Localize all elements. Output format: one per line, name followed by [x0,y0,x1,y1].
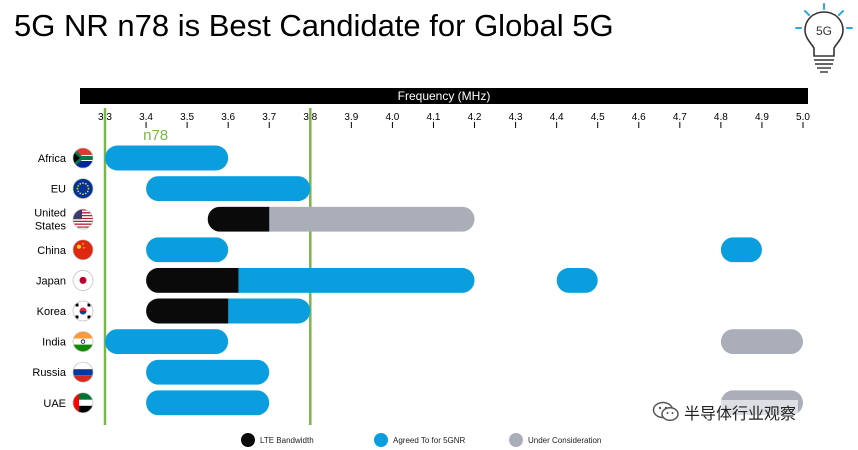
region-label: Russia [32,367,67,379]
tick-label: 3.9 [344,112,358,123]
range-bar [146,298,311,324]
region-label: Africa [38,153,67,165]
range-bar [720,237,762,263]
legend-label: Under Consideration [528,436,601,445]
bar-segment-agreed [146,176,311,202]
korea-flag-icon [72,300,94,322]
tick-label: 4.5 [591,112,605,123]
south-africa-flag-icon [72,147,94,169]
bar-segment-agreed [228,298,311,324]
tick-label: 4.7 [673,112,687,123]
watermark-text: 半导体行业观察 [684,404,797,423]
tick-label: 4.0 [385,112,399,123]
us-flag-icon [72,208,94,230]
region-label: Korea [37,306,67,318]
bar-segment-agreed [146,359,270,385]
region-label: Japan [36,275,66,287]
tick-label: 3.7 [262,112,276,123]
logo-text: 5G [816,24,832,38]
region-label: States [35,221,67,233]
lightbulb-5g-logo: 5G [795,3,853,73]
bar-segment-consideration [269,206,475,232]
india-flag-icon [72,331,94,352]
n78-label: n78 [143,127,168,144]
range-bar [146,237,229,263]
legend-swatch [241,433,255,447]
page-title: 5G NR n78 is Best Candidate for Global 5… [14,8,614,43]
axis-label: Frequency (MHz) [398,89,491,103]
range-bar [556,267,598,293]
legend-item-agreed: Agreed To for 5GNR [374,433,466,447]
russia-flag-icon [72,361,94,383]
wechat-icon [652,401,679,422]
tick-label: 3.6 [221,112,235,123]
legend-item-consideration: Under Consideration [509,433,601,447]
tick-label: 4.9 [755,112,769,123]
region-label: India [42,337,67,349]
region-label: EU [51,184,66,196]
eu-flag-icon [72,178,94,199]
bar-segment-agreed [146,237,229,263]
range-bar [146,267,475,293]
bar-segment-agreed [720,237,762,263]
range-bar [105,145,229,171]
legend-label: LTE Bandwidth [260,436,314,445]
tick-label: 4.4 [550,112,564,123]
tick-label: 4.8 [714,112,728,123]
bar-segment-lte [207,206,270,232]
japan-flag-icon [72,270,94,291]
tick-label: 5.0 [796,112,810,123]
uae-flag-icon [72,392,94,414]
legend-label: Agreed To for 5GNR [393,436,466,445]
range-bar [146,359,270,385]
range-bar [207,206,475,232]
region-label: China [37,245,67,257]
region-label: UAE [43,398,66,410]
bar-segment-agreed [105,145,229,171]
bar-segment-agreed [238,267,475,293]
tick-label: 3.4 [139,112,153,123]
range-bar [146,390,270,416]
bar-segment-lte [146,267,239,293]
tick-label: 4.3 [509,112,523,123]
range-bar [720,329,803,355]
legend-swatch [509,433,523,447]
bar-segment-agreed [556,267,598,293]
range-bar [146,176,311,202]
range-bar [105,329,229,355]
tick-label: 4.2 [468,112,482,123]
bar-segment-agreed [146,390,270,416]
bar-segment-consideration [720,329,803,355]
region-label: United [34,208,66,220]
bar-segment-lte [146,298,229,324]
tick-label: 4.6 [632,112,646,123]
legend-swatch [374,433,388,447]
bar-segment-agreed [105,329,229,355]
watermark: 半导体行业观察 [650,400,799,424]
china-flag-icon [72,239,94,261]
legend-item-lte: LTE Bandwidth [241,433,314,447]
axis-header-bar [80,88,808,104]
tick-label: 4.1 [427,112,441,123]
tick-label: 3.5 [180,112,194,123]
